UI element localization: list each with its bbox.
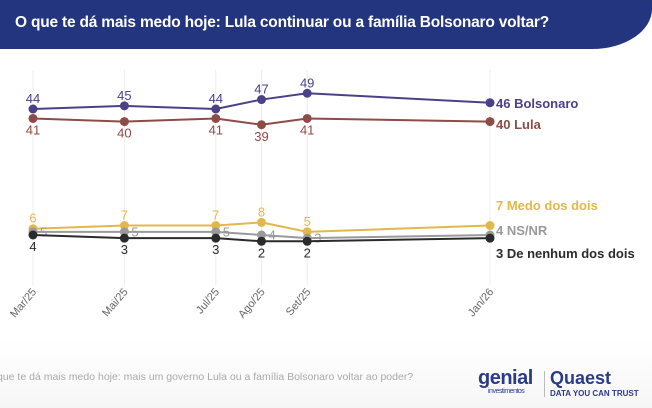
data-label: 8: [258, 204, 265, 219]
data-label: 3: [314, 231, 321, 246]
data-label: 44: [209, 91, 223, 106]
series-line-2: [32, 221, 491, 233]
data-label: 4: [269, 228, 276, 243]
data-point: [211, 233, 221, 243]
data-point: [28, 113, 38, 123]
data-point: [257, 236, 266, 246]
data-point: [257, 230, 266, 240]
data-point: [28, 104, 38, 114]
data-point: [119, 221, 129, 231]
data-label: 39: [254, 129, 268, 144]
genial-logo: genial investimentos: [478, 367, 533, 395]
data-point: [211, 104, 221, 114]
footnote: que te dá mais medo hoje: mais um govern…: [0, 371, 414, 383]
data-point: [211, 227, 221, 237]
data-point: [119, 101, 129, 111]
data-label: 5: [304, 214, 311, 229]
page-title: O que te dá mais medo hoje: Lula continu…: [15, 14, 550, 31]
data-label: 47: [254, 82, 268, 97]
data-label: 44: [26, 91, 40, 106]
data-label: 41: [26, 122, 40, 137]
data-label: 5: [40, 224, 47, 239]
x-tick-label: Jul/25: [194, 286, 222, 316]
data-label: 5: [131, 224, 138, 239]
genial-logo-text: genial: [478, 367, 533, 389]
data-point: [211, 113, 221, 123]
data-point: [485, 221, 495, 231]
series-line-0: [32, 92, 491, 111]
data-point: [302, 227, 312, 237]
data-label: 45: [117, 88, 131, 103]
end-label: 4 NS/NR: [496, 223, 548, 238]
series-line-3: [33, 230, 491, 240]
end-label: 7 Medo dos dois: [496, 198, 598, 213]
x-tick-label: Set/25: [284, 286, 314, 318]
data-label: 7: [121, 208, 128, 223]
data-label: 41: [300, 122, 314, 137]
data-label: 49: [300, 75, 314, 90]
data-point: [257, 120, 266, 130]
data-point: [119, 117, 129, 127]
x-tick-label: Mar/25: [8, 286, 39, 320]
data-point: [302, 113, 312, 123]
end-label: 3 De nenhum dos dois: [496, 246, 635, 261]
data-point: [485, 98, 495, 108]
quaest-logo-text: Quaest: [550, 368, 612, 388]
data-point: [28, 230, 38, 240]
data-label: 2: [304, 245, 311, 260]
data-point: [119, 233, 129, 243]
data-point: [119, 227, 129, 237]
x-tick-label: Ago/25: [236, 286, 268, 320]
data-label: 41: [209, 122, 223, 137]
quaest-logo-sub: DATA YOU CAN TRUST: [550, 389, 639, 398]
logo-divider: [544, 371, 545, 397]
data-label: 3: [212, 242, 219, 257]
data-point: [257, 217, 266, 227]
data-label: 6: [29, 211, 36, 226]
x-tick-label: Mai/25: [100, 286, 130, 319]
genial-logo-sub: investimentos: [488, 388, 525, 395]
data-point: [302, 236, 312, 246]
x-tick-label: Jan/26: [466, 286, 496, 319]
data-label: 4: [29, 239, 36, 254]
quaest-logo: Quaest DATA YOU CAN TRUST: [550, 368, 639, 398]
data-point: [302, 88, 312, 98]
data-point: [257, 95, 266, 105]
data-label: 7: [212, 208, 219, 223]
series-line-4: [32, 234, 491, 243]
end-label: 40 Lula: [496, 117, 542, 132]
data-point: [485, 117, 495, 127]
series-line-1: [32, 117, 491, 126]
data-label: 40: [117, 126, 131, 141]
data-label: 3: [121, 242, 128, 257]
header-banner: O que te dá mais medo hoje: Lula continu…: [0, 0, 652, 49]
data-point: [211, 221, 221, 231]
data-point: [485, 233, 495, 243]
footer: que te dá mais medo hoje: mais um govern…: [0, 340, 652, 408]
end-label: 46 Bolsonaro: [496, 96, 578, 111]
data-label: 2: [258, 245, 265, 260]
data-label: 5: [223, 224, 230, 239]
